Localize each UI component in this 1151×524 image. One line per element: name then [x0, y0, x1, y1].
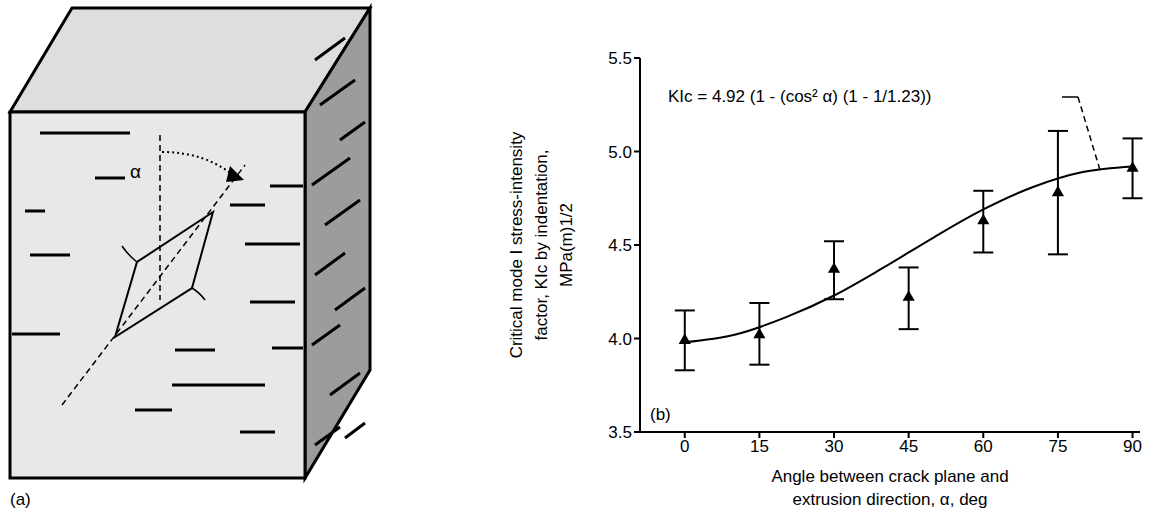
svg-text:Critical mode I stress-intensi: Critical mode I stress-intensity — [507, 131, 526, 358]
svg-text:3.5: 3.5 — [608, 423, 632, 442]
svg-text:α: α — [130, 161, 141, 182]
svg-text:MPa(m)1/2: MPa(m)1/2 — [557, 203, 576, 287]
svg-text:15: 15 — [750, 437, 769, 456]
svg-text:5.5: 5.5 — [608, 49, 632, 68]
svg-text:30: 30 — [825, 437, 844, 456]
svg-text:60: 60 — [974, 437, 993, 456]
svg-text:(b): (b) — [650, 405, 671, 424]
svg-text:4.0: 4.0 — [608, 330, 632, 349]
svg-text:(a): (a) — [10, 490, 31, 509]
svg-text:90: 90 — [1123, 437, 1142, 456]
svg-text:45: 45 — [899, 437, 918, 456]
svg-text:Angle between crack plane and: Angle between crack plane and — [771, 467, 1008, 486]
svg-text:75: 75 — [1048, 437, 1067, 456]
svg-text:0: 0 — [680, 437, 689, 456]
svg-text:factor, KIc by indentation,: factor, KIc by indentation, — [532, 150, 551, 341]
svg-text:5.0: 5.0 — [608, 143, 632, 162]
svg-text:4.5: 4.5 — [608, 236, 632, 255]
svg-text:extrusion direction, α, deg: extrusion direction, α, deg — [792, 490, 987, 509]
svg-text:KIc = 4.92 (1 - (cos² α) (1 -: KIc = 4.92 (1 - (cos² α) (1 - 1/1.23)) — [668, 87, 932, 106]
